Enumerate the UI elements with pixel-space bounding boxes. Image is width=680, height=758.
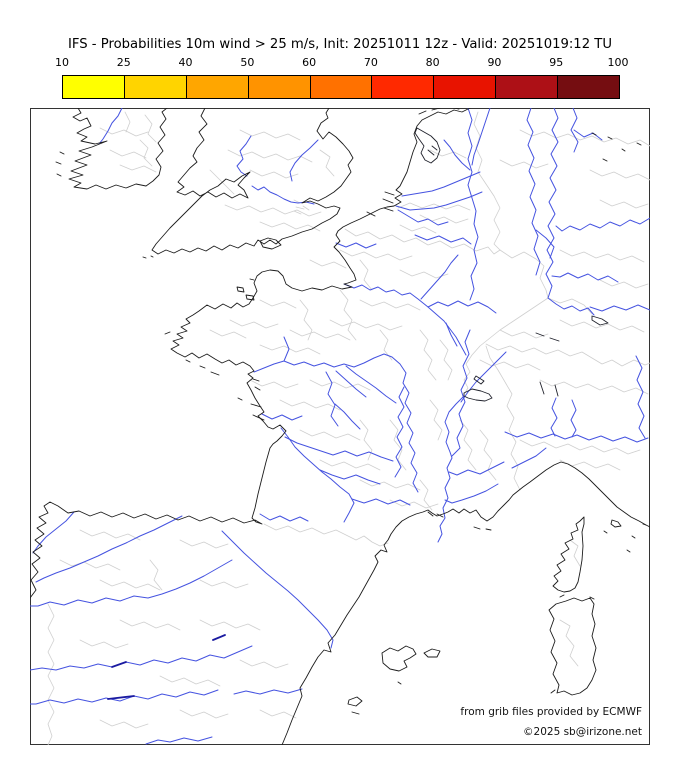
legend-swatch [186, 76, 249, 98]
legend-swatch [434, 76, 497, 98]
legend-tick-label: 60 [302, 56, 317, 69]
legend-tick-label: 10 [55, 56, 69, 69]
admin-boundaries [47, 111, 650, 745]
legend-tick-label: 70 [363, 56, 378, 69]
legend-tick-labels: 10 25 40 50 60 70 80 90 95 100 [0, 56, 680, 70]
legend-tick-label: 50 [240, 56, 255, 69]
legend-tick-label: 40 [178, 56, 193, 69]
lakes [414, 127, 609, 402]
reservoirs [107, 634, 226, 700]
credit-source: from grib files provided by ECMWF [460, 706, 642, 718]
legend-swatch [372, 76, 435, 98]
legend-tick-label: 100 [607, 56, 629, 69]
legend-tick-label: 95 [549, 56, 564, 69]
legend-swatch [63, 76, 125, 98]
legend-swatch [558, 76, 620, 98]
legend-tick-label: 25 [116, 56, 131, 69]
rivers [30, 108, 650, 745]
legend-tick-label: 90 [487, 56, 502, 69]
legend-tick-label: 80 [425, 56, 440, 69]
legend-swatch [248, 76, 311, 98]
credit-copyright: ©2025 sb@irizone.net [523, 726, 642, 738]
legend-swatch [124, 76, 187, 98]
legend-swatch [496, 76, 559, 98]
map-title: IFS - Probabilities 10m wind > 25 m/s, I… [68, 37, 612, 52]
legend-colorbar [62, 75, 620, 99]
map-frame [30, 108, 650, 745]
coastlines [30, 108, 650, 745]
legend-swatch [310, 76, 373, 98]
